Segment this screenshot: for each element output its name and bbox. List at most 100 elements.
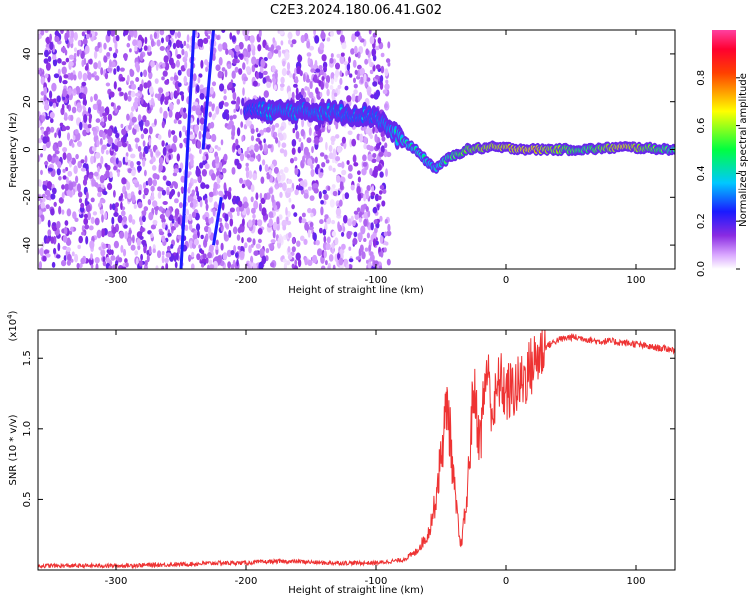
- spectrogram-y-axis-label: Frequency (Hz): [8, 112, 19, 188]
- spectrogram-noise-cell: [306, 137, 312, 144]
- spectrogram-noise-cell: [82, 104, 86, 110]
- spectrogram-noise-cell: [43, 249, 50, 255]
- spectrogram-noise-cell: [300, 34, 305, 44]
- spectrogram-noise-cell: [102, 260, 107, 267]
- spectrogram-noise-cell: [176, 54, 182, 59]
- spectrogram-noise-cell: [377, 37, 382, 44]
- spectrogram-noise-cell: [121, 128, 127, 136]
- spectrogram-noise-cell: [334, 237, 339, 246]
- spectrogram-noise-cell: [61, 259, 67, 267]
- spectrogram-noise-cell: [286, 210, 291, 218]
- spectrogram-noise-cell: [238, 41, 244, 50]
- spectrogram-noise-cell: [238, 200, 243, 208]
- spectrogram-noise-cell: [346, 230, 352, 240]
- spectrogram-noise-cell: [80, 202, 85, 209]
- spectrogram-noise-cell: [85, 235, 89, 245]
- spectrogram-noise-cell: [368, 145, 375, 152]
- spectrogram-noise-cell: [375, 64, 381, 70]
- spectrogram-noise-cell: [358, 211, 364, 220]
- spectrogram-noise-cell: [386, 258, 391, 266]
- spectrogram-noise-cell: [93, 93, 98, 102]
- spectrogram-noise-cell: [250, 243, 254, 248]
- spectrogram-noise-cell: [300, 88, 305, 96]
- spectrogram-noise-cell: [83, 114, 88, 123]
- spectrogram-noise-cell: [300, 235, 305, 242]
- spectrogram-noise-cell: [140, 253, 144, 261]
- spectrogram-noise-cell: [232, 58, 238, 65]
- spectrogram-noise-cell: [164, 96, 170, 101]
- spectrogram-noise-cell: [360, 225, 366, 235]
- spectrogram-noise-cell: [85, 191, 89, 200]
- spectrogram-noise-cell: [325, 243, 331, 251]
- spectrogram-noise-cell: [168, 129, 172, 139]
- spectrogram-noise-cell: [369, 168, 373, 176]
- spectrogram-noise-cell: [56, 221, 61, 229]
- spectrogram-noise-cell: [287, 91, 292, 98]
- spectrogram-noise-cell: [294, 167, 299, 176]
- spectrogram-noise-cell: [174, 182, 178, 189]
- spectrogram-noise-cell: [68, 54, 75, 60]
- spectrogram-noise-cell: [319, 92, 323, 98]
- spectrogram-noise-cell: [120, 123, 124, 129]
- spectrogram-noise-cell: [68, 189, 73, 198]
- spectrogram-noise-cell: [65, 176, 69, 184]
- spectrogram-noise-cell: [73, 88, 77, 94]
- spectrogram-noise-cell: [266, 81, 272, 89]
- spectrogram-noise-cell: [78, 263, 83, 269]
- spectrogram-noise-cell: [341, 136, 346, 144]
- spectrogram-noise-cell: [113, 212, 119, 217]
- spectrogram-noise-cell: [215, 64, 221, 71]
- spectrogram-noise-cell: [232, 142, 236, 151]
- spectrogram-noise-cell: [83, 217, 89, 225]
- spectrogram-noise-cell: [186, 34, 190, 43]
- spectrogram-noise-cell: [82, 72, 88, 82]
- spectrogram-noise-cell: [367, 90, 371, 96]
- spectrogram-noise-cell: [218, 56, 223, 66]
- spectrogram-noise-cell: [257, 238, 262, 244]
- spectrogram-noise-cell: [83, 86, 88, 95]
- spectrogram-noise-cell: [67, 87, 72, 96]
- spectrogram-noise-cell: [93, 171, 99, 177]
- spectrogram-noise-cell: [143, 128, 149, 135]
- spectrogram-noise-cell: [73, 52, 77, 59]
- spectrogram-noise-cell: [152, 200, 158, 208]
- spectrogram-noise-cell: [201, 263, 205, 268]
- spectrogram-noise-cell: [221, 202, 225, 211]
- spectrogram-noise-cell: [349, 138, 353, 148]
- spectrogram-noise-cell: [229, 218, 234, 227]
- spectrogram-noise-cell: [116, 65, 120, 72]
- spectrogram-noise-cell: [236, 127, 241, 137]
- spectrogram-noise-cell: [365, 206, 369, 212]
- spectrogram-noise-cell: [319, 219, 324, 225]
- spectrogram-noise-cell: [94, 31, 98, 37]
- spectrogram-noise-cell: [211, 113, 216, 121]
- spectrogram-noise-cell: [125, 161, 128, 166]
- spectrogram-noise-cell: [313, 232, 317, 242]
- spectrogram-noise-cell: [281, 49, 286, 54]
- spectrogram-noise-cell: [162, 62, 166, 68]
- spectrogram-noise-cell: [106, 52, 111, 57]
- spectrogram-noise-cell: [53, 247, 57, 255]
- spectrogram-noise-cell: [191, 263, 195, 269]
- snr-y-tick-label: 1.0: [22, 421, 33, 437]
- spectrogram-noise-cell: [193, 238, 199, 246]
- spectrogram-noise-cell: [88, 257, 94, 266]
- spectrogram-noise-cell: [175, 111, 180, 121]
- spectrogram-noise-cell: [218, 190, 224, 196]
- spectrogram-noise-cell: [373, 260, 379, 266]
- spectrogram-noise-cell: [127, 168, 133, 174]
- spectrogram-noise-cell: [380, 145, 385, 154]
- spectrogram-noise-cell: [144, 120, 150, 127]
- spectrogram-noise-cell: [338, 257, 344, 266]
- spectrogram-noise-cell: [116, 140, 123, 148]
- spectrogram-noise-cell: [199, 38, 203, 48]
- spectrogram-noise-cell: [263, 143, 268, 152]
- spectrogram-noise-cell: [149, 148, 153, 153]
- spectrogram-noise-cell: [143, 206, 149, 212]
- spectrogram-noise-cell: [112, 226, 117, 235]
- spectrogram-noise-cell: [89, 33, 93, 38]
- spectrogram-noise-cell: [71, 106, 77, 114]
- spectrogram-noise-cell: [307, 207, 312, 214]
- spectrogram-noise-cell: [172, 135, 178, 144]
- spectrogram-noise-cell: [351, 93, 356, 102]
